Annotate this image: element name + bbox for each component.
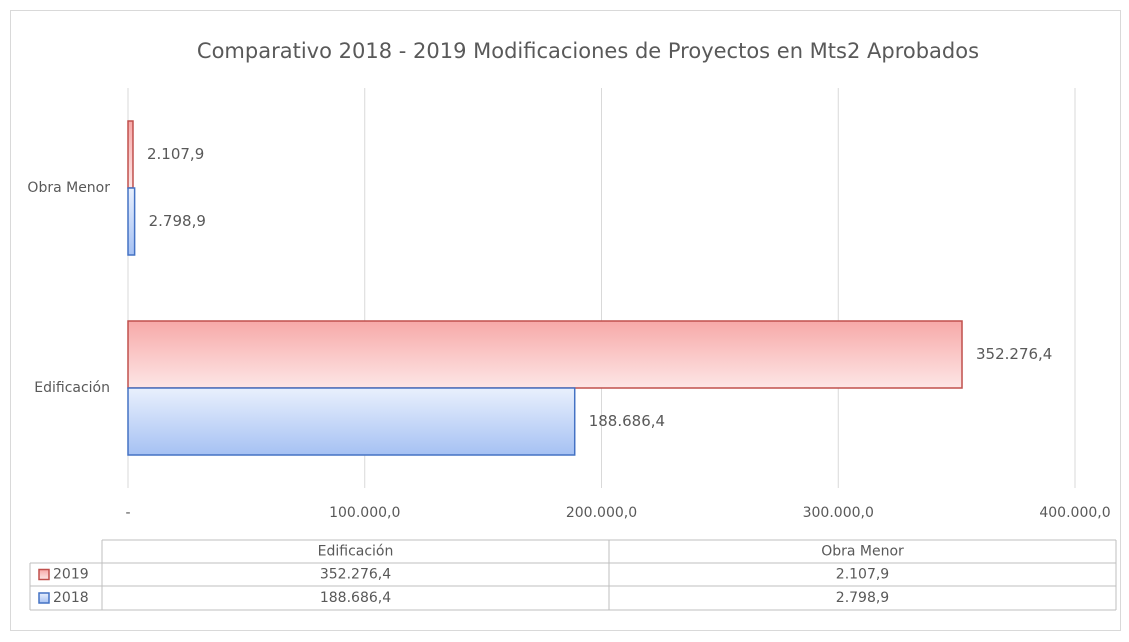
table-value: 2.107,9: [836, 567, 889, 583]
bar: [127, 187, 136, 256]
x-tick-label: 200.000,0: [566, 505, 637, 521]
data-label: 352.276,4: [976, 345, 1052, 363]
data-label: 188.686,4: [589, 412, 665, 430]
table-value: 2.798,9: [836, 590, 889, 606]
legend-swatch: [38, 568, 50, 581]
legend-swatch: [38, 592, 50, 604]
y-tick-label: Edificación: [34, 380, 110, 396]
x-tick-label: 100.000,0: [329, 505, 400, 521]
legend-label: 2019: [53, 567, 89, 583]
legend-label: 2018: [53, 590, 89, 606]
chart-title: Comparativo 2018 - 2019 Modificaciones d…: [197, 39, 979, 63]
table-value: 352.276,4: [320, 567, 391, 583]
x-tick-label: -: [125, 505, 130, 521]
table-value: 188.686,4: [320, 590, 391, 606]
data-label: 2.798,9: [149, 212, 206, 230]
bar: [127, 320, 963, 389]
bar: [127, 120, 134, 189]
bar: [127, 387, 576, 456]
chart-frame: [10, 10, 1121, 631]
x-tick-label: 400.000,0: [1039, 505, 1110, 521]
table-header: Obra Menor: [821, 544, 904, 560]
y-tick-label: Obra Menor: [27, 180, 110, 196]
table-header: Edificación: [318, 544, 394, 560]
data-label: 2.107,9: [147, 145, 204, 163]
x-tick-label: 300.000,0: [803, 505, 874, 521]
